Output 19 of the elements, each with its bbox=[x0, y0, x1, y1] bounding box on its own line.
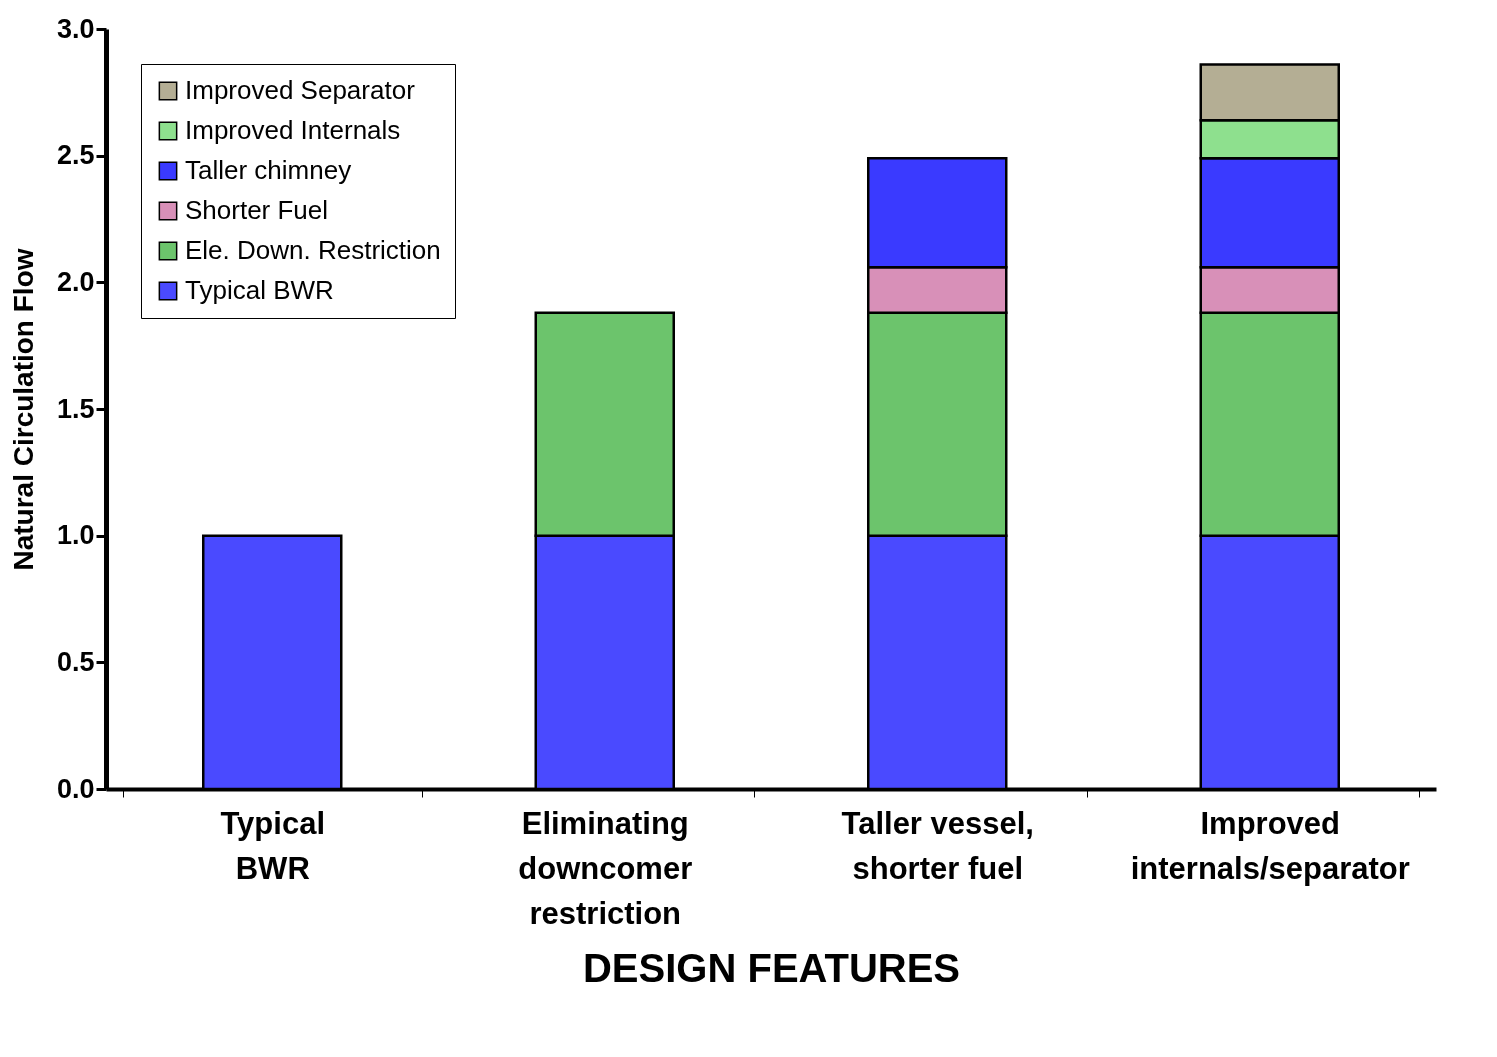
y-tick-label: 1.5 bbox=[56, 393, 95, 424]
x-tick-label: Eliminating downcomer restriction bbox=[518, 805, 693, 931]
x-axis-title: DESIGN FEATURES bbox=[582, 945, 961, 990]
y-tick-label: 0.0 bbox=[56, 773, 95, 804]
legend-label: Ele. Down. Restriction bbox=[185, 235, 441, 265]
legend-label: Taller chimney bbox=[185, 155, 352, 185]
legend-label: Typical BWR bbox=[185, 275, 334, 305]
x-tick-label: Taller vessel, shorter fuel bbox=[841, 805, 1034, 886]
x-tick-label: Typical BWR bbox=[220, 805, 326, 886]
y-axis-title: Natural Circulation Flow bbox=[7, 248, 39, 571]
legend-label: Improved Separator bbox=[185, 75, 416, 105]
y-tick-label: 2.5 bbox=[56, 140, 95, 171]
legend-label: Shorter Fuel bbox=[185, 195, 329, 225]
y-tick-label: 3.0 bbox=[56, 13, 95, 44]
y-tick-label: 2.0 bbox=[56, 266, 95, 297]
y-tick-label: 0.5 bbox=[56, 646, 95, 677]
x-tick-label: Improved internals/separator bbox=[1130, 805, 1410, 886]
legend-label: Improved Internals bbox=[185, 115, 401, 145]
y-tick-label: 1.0 bbox=[56, 520, 95, 551]
